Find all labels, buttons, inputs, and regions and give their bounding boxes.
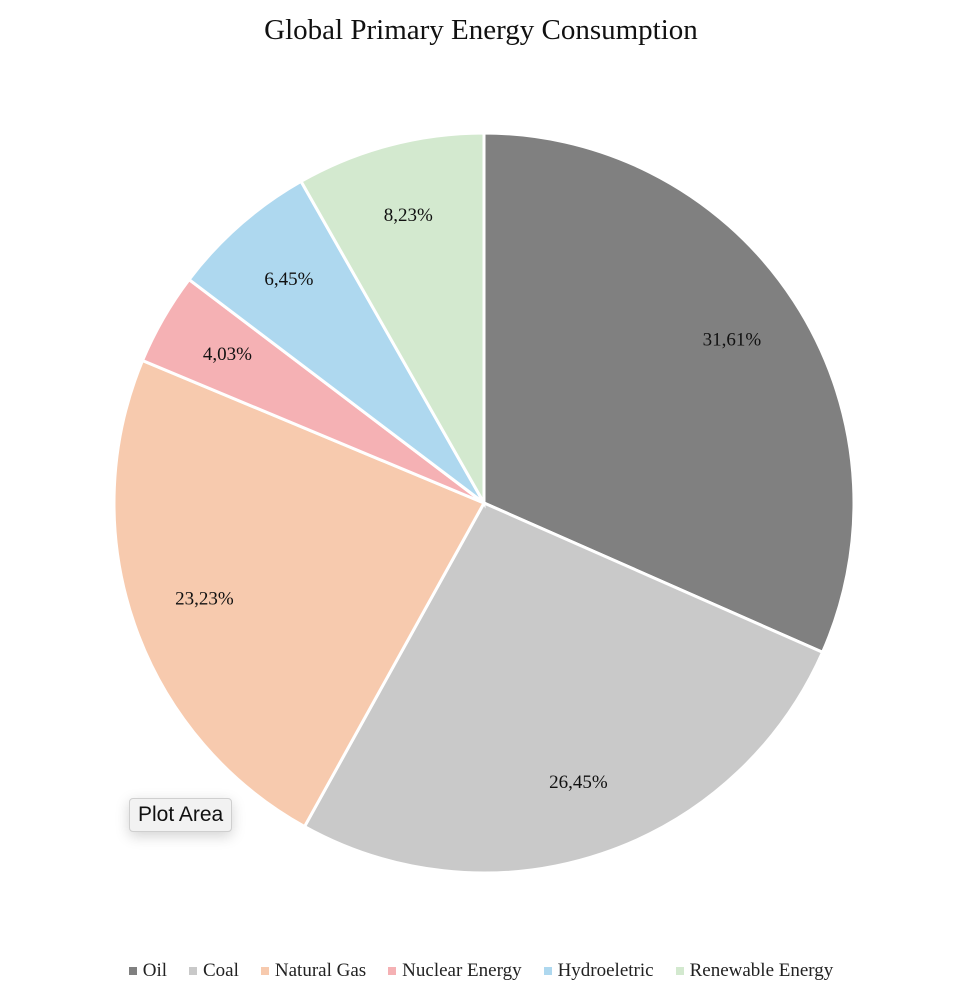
legend-swatch [189,967,197,975]
legend-label: Nuclear Energy [402,960,522,981]
legend-swatch [128,967,137,975]
data-label-natural-gas: 23,23% [175,589,234,610]
legend-label: Hydroeletric [557,960,654,981]
legend-label: Coal [203,960,239,981]
legend-swatch [260,967,269,975]
legend-item-hydroeletric[interactable]: Hydroeletric [543,960,654,982]
chart-legend: Oil Coal Natural Gas Nuclear Energy Hydroele… [0,960,962,982]
data-label-oil: 31,61% [703,330,762,351]
pie-slice-renewable-energy[interactable] [299,131,486,509]
data-label-hydroeletric: 6,45% [264,269,313,290]
legend-label: Natural Gas [274,960,367,981]
pie-slices [112,131,856,875]
pie-slice-natural-gas[interactable] [112,358,487,829]
legend-item-renewable-energy[interactable]: Renewable Energy [675,960,834,982]
pie-labels: 31,61% 26,45% 23,23% 4,03% 6,45% 8,23% [175,205,761,793]
legend-item-oil[interactable]: Oil [128,960,167,982]
legend-swatch [675,967,684,975]
plot-area-tooltip: Plot Area [129,798,233,832]
data-label-nuclear-energy: 4,03% [203,344,252,365]
legend-label: Renewable Energy [689,960,834,981]
legend-item-coal[interactable]: Coal [189,960,239,982]
data-label-renewable-energy: 8,23% [384,205,433,226]
data-label-coal: 26,45% [549,772,608,793]
pie-slice-hydroeletric[interactable] [186,179,486,505]
chart-title: Global Primary Energy Consumption [264,14,698,46]
legend-label: Oil [142,960,167,981]
legend-swatch [543,967,552,975]
legend-item-natural-gas[interactable]: Natural Gas [260,960,367,982]
legend-item-nuclear-energy[interactable]: Nuclear Energy [388,960,522,982]
pie-slice-oil[interactable] [482,131,856,655]
legend-swatch [388,967,397,975]
